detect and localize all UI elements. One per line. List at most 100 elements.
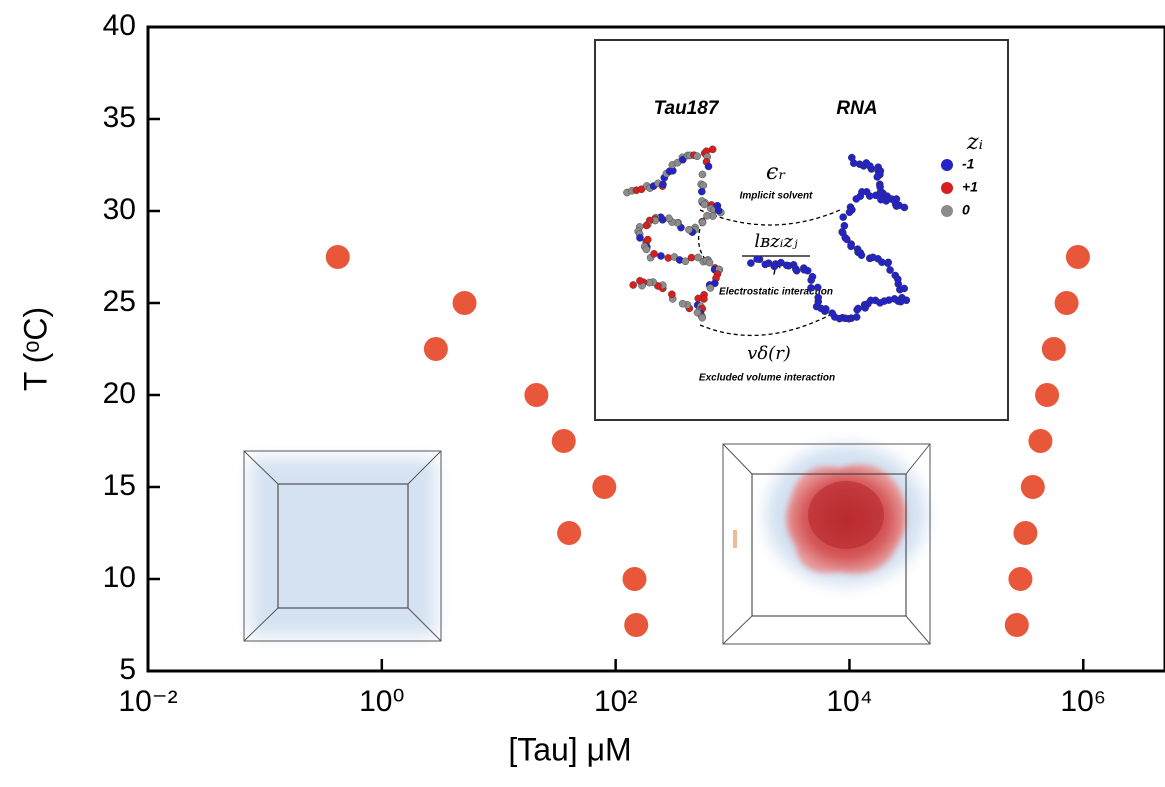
y-tick-label: 30 — [103, 193, 136, 226]
bead — [644, 236, 651, 243]
legend-swatch — [941, 182, 953, 194]
bead — [630, 281, 637, 288]
inset-right-title: RNA — [836, 98, 877, 119]
y-axis-label: T (ᵒC) — [17, 307, 53, 391]
bead — [685, 226, 692, 233]
bead — [747, 260, 754, 267]
bead — [772, 260, 779, 267]
x-axis-label: [Tau] μM — [508, 731, 631, 767]
inset-left-title: Tau187 — [654, 98, 720, 119]
solvent-label: Implicit solvent — [740, 191, 813, 202]
bead — [901, 285, 908, 292]
bead — [709, 146, 716, 153]
bead — [866, 162, 873, 169]
data-point — [1021, 475, 1045, 499]
x-tick-label: 10⁻² — [118, 685, 177, 718]
y-tick-label: 25 — [103, 285, 136, 318]
bead — [847, 243, 854, 250]
bead — [699, 219, 706, 226]
y-tick-label: 10 — [103, 561, 136, 594]
bead — [679, 300, 686, 307]
bead — [636, 277, 643, 284]
bead — [807, 284, 814, 291]
bead — [688, 254, 695, 261]
bead — [815, 294, 822, 301]
legend-label: 0 — [962, 202, 970, 218]
legend-swatch — [941, 205, 953, 217]
data-point — [1005, 613, 1029, 637]
data-point — [552, 429, 576, 453]
bead — [874, 173, 881, 180]
y-tick-label: 5 — [119, 653, 136, 686]
data-point — [624, 613, 648, 637]
y-tick-label: 35 — [103, 101, 136, 134]
bead — [703, 212, 710, 219]
bead — [665, 215, 672, 222]
bead — [698, 188, 705, 195]
excluded-symbol: vδ(r) — [747, 343, 791, 364]
solvent-symbol: ϵᵣ — [766, 160, 786, 185]
bead — [650, 250, 657, 257]
y-tick-label: 40 — [103, 9, 136, 42]
bead — [701, 201, 708, 208]
bead — [862, 304, 869, 311]
data-point — [1066, 245, 1090, 269]
y-tick-label: 15 — [103, 469, 136, 502]
bead — [814, 284, 821, 291]
bead — [884, 260, 891, 267]
bead — [700, 182, 707, 189]
legend-label: +1 — [962, 179, 978, 195]
bead — [853, 306, 860, 313]
inset: Tau187 RNA zᵢ ϵᵣ Implicit solvent lʙzᵢzⱼ… — [595, 40, 1008, 420]
bead — [699, 171, 706, 178]
bead — [668, 291, 675, 298]
data-point — [623, 567, 647, 591]
bead — [695, 295, 702, 302]
chart: Tau187 RNA zᵢ ϵᵣ Implicit solvent lʙzᵢzⱼ… — [0, 0, 1165, 787]
sim-box-dilute — [244, 451, 441, 641]
x-tick-label: 10⁶ — [1060, 685, 1106, 718]
bead — [707, 284, 714, 291]
bead — [636, 234, 643, 241]
bead — [801, 266, 808, 273]
bead — [762, 261, 769, 268]
bead — [694, 153, 701, 160]
data-point — [524, 383, 548, 407]
x-tick-label: 10⁰ — [359, 685, 404, 718]
bead — [846, 209, 853, 216]
data-point — [1055, 291, 1079, 315]
bead — [754, 255, 761, 262]
bead — [829, 310, 836, 317]
excluded-label: Excluded volume interaction — [699, 373, 835, 384]
bead — [706, 259, 713, 266]
electro-numerator: lʙzᵢzⱼ — [754, 231, 797, 252]
bead — [659, 181, 666, 188]
bead — [643, 222, 650, 229]
charge-symbol: zᵢ — [966, 130, 983, 155]
y-tick-label: 20 — [103, 377, 136, 410]
x-tick-label: 10² — [594, 685, 637, 718]
data-point — [1042, 337, 1066, 361]
data-point — [1035, 383, 1059, 407]
legend-swatch — [941, 159, 953, 171]
x-tick-label: 10⁴ — [826, 685, 872, 718]
bead — [891, 197, 898, 204]
bead — [705, 163, 712, 170]
bead — [809, 273, 816, 280]
bead — [657, 252, 664, 259]
data-point — [424, 337, 448, 361]
bead — [643, 246, 650, 253]
data-point — [1008, 567, 1032, 591]
bead — [853, 195, 860, 202]
legend-label: -1 — [962, 156, 975, 172]
bead — [858, 252, 865, 259]
data-point — [326, 245, 350, 269]
bead — [886, 266, 893, 273]
bead — [901, 204, 908, 211]
data-point — [557, 521, 581, 545]
data-point — [453, 291, 477, 315]
data-point — [1013, 521, 1037, 545]
data-point — [592, 475, 616, 499]
bead — [715, 207, 722, 214]
sim-box-condensed — [723, 444, 930, 644]
